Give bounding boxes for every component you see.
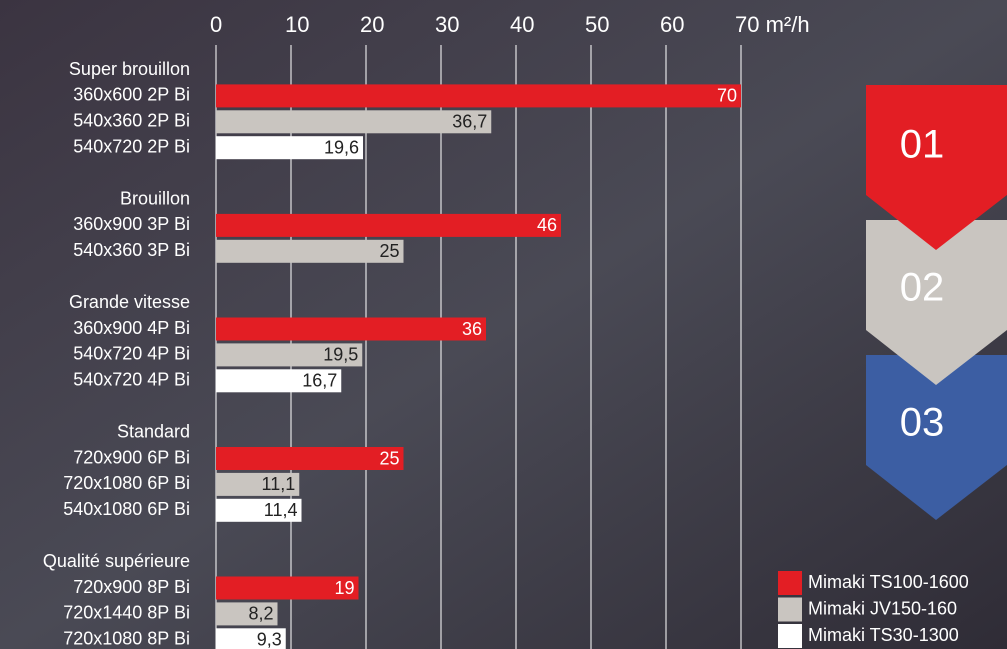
y-tick-label: 360x900 3P Bi xyxy=(73,214,190,234)
step-label: 02 xyxy=(900,266,945,310)
group-label: Super brouillon xyxy=(69,59,190,79)
y-tick-label: 540x720 2P Bi xyxy=(73,136,190,156)
bar xyxy=(216,472,300,496)
y-tick-label: 540x720 4P Bi xyxy=(73,370,190,390)
y-tick-label: 360x900 4P Bi xyxy=(73,318,190,338)
value-label: 11,4 xyxy=(264,500,298,520)
bar xyxy=(216,576,359,600)
value-label: 25 xyxy=(379,448,399,468)
group-label: Standard xyxy=(117,421,190,441)
x-tick-label: 20 xyxy=(360,12,384,37)
value-label: 46 xyxy=(537,215,557,235)
value-label: 19,5 xyxy=(323,345,358,365)
x-tick-label: 60 xyxy=(660,12,684,37)
legend-label: Mimaki JV150-160 xyxy=(808,598,957,618)
bar xyxy=(216,110,492,134)
bar xyxy=(216,317,486,341)
y-tick-label: 720x1080 8P Bi xyxy=(63,629,190,649)
step-label: 01 xyxy=(900,123,945,167)
value-label: 9,3 xyxy=(257,630,282,649)
y-tick-label: 720x900 6P Bi xyxy=(73,447,190,467)
group-label: Grande vitesse xyxy=(69,292,190,312)
value-label: 19 xyxy=(334,578,354,598)
step-shape xyxy=(866,220,1007,385)
y-tick-label: 720x1440 8P Bi xyxy=(63,603,190,623)
step-shape xyxy=(866,355,1007,520)
y-tick-label: 540x1080 6P Bi xyxy=(63,499,190,519)
legend-swatch xyxy=(778,597,802,622)
group-label: Brouillon xyxy=(120,188,190,208)
value-label: 36 xyxy=(462,319,482,339)
y-tick-label: 720x1080 6P Bi xyxy=(63,473,190,493)
step-shape xyxy=(866,85,1007,250)
group-label: Qualité supérieure xyxy=(43,551,190,571)
legend-swatch xyxy=(778,624,802,648)
bar xyxy=(216,369,342,393)
value-label: 36,7 xyxy=(452,112,487,132)
bar xyxy=(216,84,741,108)
bar xyxy=(216,343,363,367)
bar xyxy=(216,136,363,160)
legend-label: Mimaki TS30-1300 xyxy=(808,625,959,645)
value-label: 70 xyxy=(717,86,737,106)
bar xyxy=(216,498,302,522)
value-label: 16,7 xyxy=(302,371,337,391)
x-tick-label: 0 xyxy=(210,12,222,37)
bar xyxy=(216,239,404,263)
value-label: 11,1 xyxy=(262,474,296,494)
legend-label: Mimaki TS100-1600 xyxy=(808,572,969,592)
y-tick-label: 540x720 4P Bi xyxy=(73,344,190,364)
x-tick-label: 10 xyxy=(285,12,309,37)
bar xyxy=(216,628,286,649)
bar xyxy=(216,447,404,470)
x-tick-label: 50 xyxy=(585,12,609,37)
step-label: 03 xyxy=(900,401,945,445)
legend-swatch xyxy=(778,571,802,595)
value-label: 8,2 xyxy=(248,604,273,624)
bar xyxy=(216,213,561,237)
x-tick-label: 40 xyxy=(510,12,534,37)
y-tick-label: 720x900 8P Bi xyxy=(73,577,190,597)
x-tick-label: 70 m²/h xyxy=(735,12,810,37)
value-label: 25 xyxy=(379,241,399,261)
y-tick-label: 540x360 2P Bi xyxy=(73,111,190,131)
x-tick-label: 30 xyxy=(435,12,459,37)
y-tick-label: 540x360 3P Bi xyxy=(73,240,190,260)
bar xyxy=(216,602,278,626)
y-tick-label: 360x600 2P Bi xyxy=(73,85,190,105)
value-label: 19,6 xyxy=(324,137,359,157)
